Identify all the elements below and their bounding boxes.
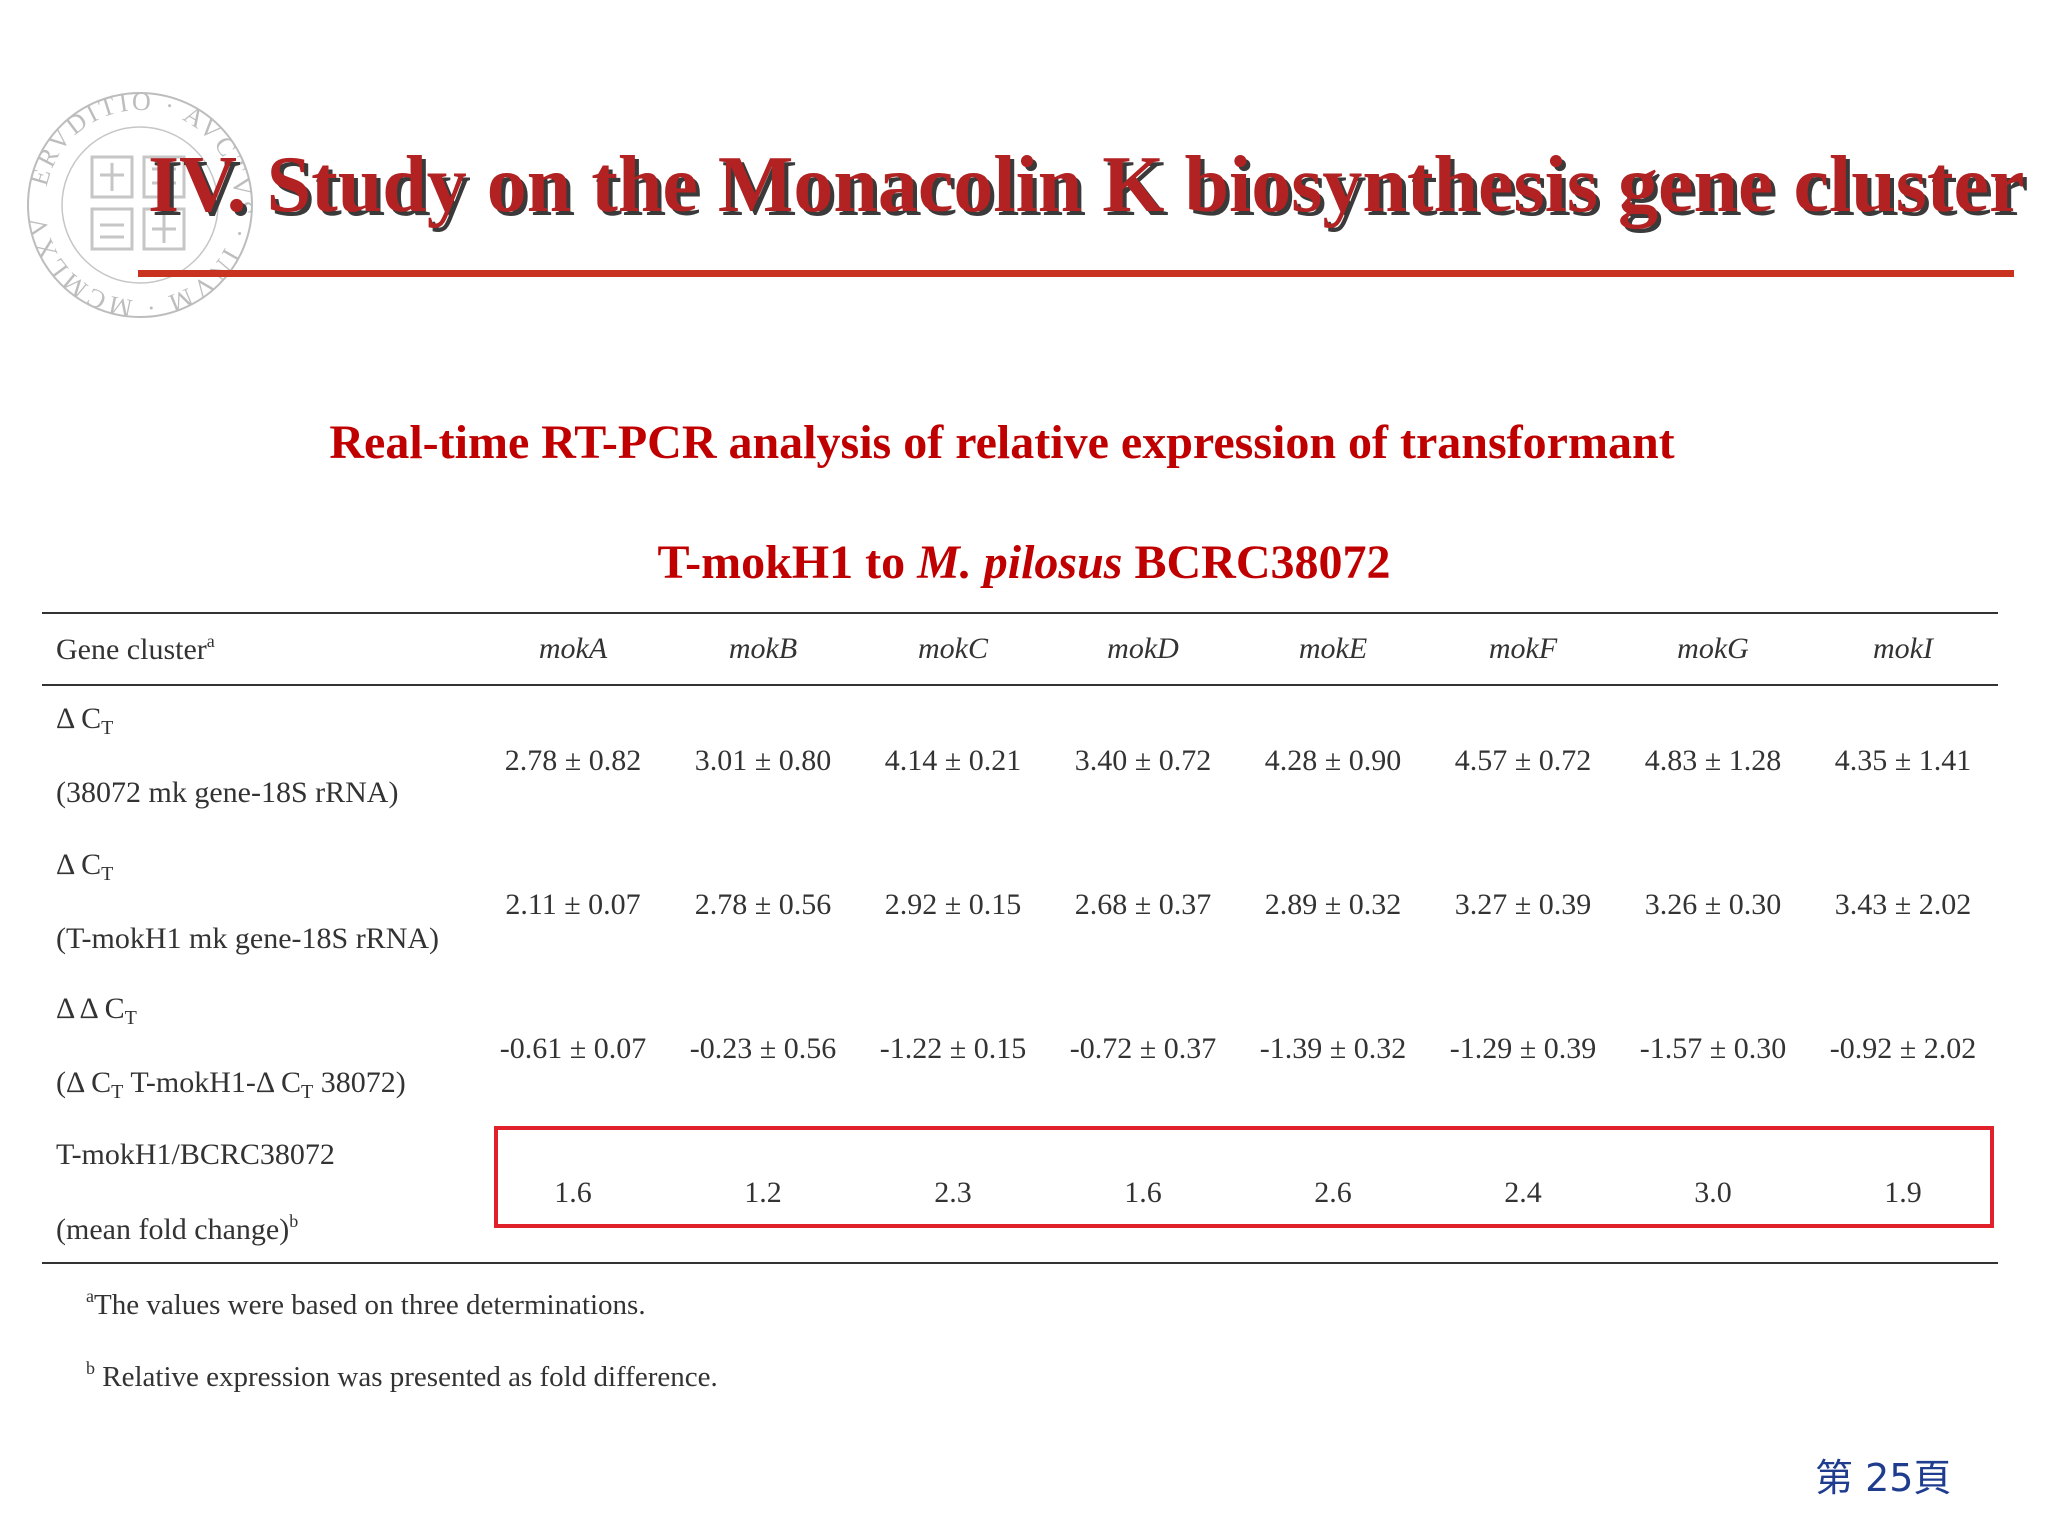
table-cell: -1.29 ± 0.39 bbox=[1449, 1032, 1597, 1065]
table-cell: 1.6 bbox=[554, 1176, 592, 1209]
table-cell: -0.92 ± 2.02 bbox=[1829, 1032, 1977, 1065]
table-cell: 2.3 bbox=[934, 1176, 972, 1209]
table-caption-line2: T-mokH1 to M. pilosus BCRC38072 bbox=[657, 536, 1391, 589]
row-label-line2: (mean fold change)b bbox=[56, 1211, 299, 1246]
column-header: mokF bbox=[1488, 632, 1558, 665]
table-cell: 4.28 ± 0.90 bbox=[1264, 744, 1402, 777]
table-cell: 2.92 ± 0.15 bbox=[884, 888, 1022, 921]
table-cell: 1.9 bbox=[1884, 1176, 1922, 1209]
footnote-a: aThe values were based on three determin… bbox=[86, 1286, 646, 1321]
table-cell: 3.40 ± 0.72 bbox=[1074, 744, 1212, 777]
table-cell: 4.35 ± 1.41 bbox=[1834, 744, 1972, 777]
table-bottom-rule bbox=[42, 1262, 1998, 1264]
table-cell: 2.78 ± 0.82 bbox=[504, 744, 642, 777]
table-cell: 2.11 ± 0.07 bbox=[505, 888, 641, 921]
column-header: mokE bbox=[1298, 632, 1368, 665]
table-cell: 2.4 bbox=[1504, 1176, 1542, 1209]
table-caption-line1: Real-time RT-PCR analysis of relative ex… bbox=[329, 416, 1675, 469]
page-number: 第 25頁 bbox=[1815, 1456, 1952, 1500]
table-cell: 2.78 ± 0.56 bbox=[694, 888, 832, 921]
table-cell: -0.23 ± 0.56 bbox=[689, 1032, 837, 1065]
column-header: mokG bbox=[1677, 632, 1749, 665]
table-cell: -0.72 ± 0.37 bbox=[1069, 1032, 1217, 1065]
column-header: mokB bbox=[728, 632, 798, 665]
table-cell: 1.2 bbox=[744, 1176, 782, 1209]
header-gene-cluster: Gene clustera bbox=[56, 631, 215, 666]
table-cell: 3.26 ± 0.30 bbox=[1644, 888, 1782, 921]
table-cell: 4.57 ± 0.72 bbox=[1454, 744, 1592, 777]
row-label-line1: Δ CT bbox=[56, 848, 114, 885]
table-cell: 2.6 bbox=[1314, 1176, 1352, 1209]
table-cell: 3.43 ± 2.02 bbox=[1834, 888, 1972, 921]
table-cell: 3.27 ± 0.39 bbox=[1454, 888, 1592, 921]
slide-title: IV. Study on the Monacolin K biosynthesi… bbox=[148, 141, 2025, 229]
row-label-line1: Δ Δ CT bbox=[56, 992, 137, 1029]
table-cell: 3.0 bbox=[1694, 1176, 1732, 1209]
row-label-line2: (Δ CT T-mokH1-Δ CT 38072) bbox=[56, 1066, 406, 1103]
table-cell: 4.14 ± 0.21 bbox=[884, 744, 1022, 777]
table-cell: -1.22 ± 0.15 bbox=[879, 1032, 1027, 1065]
table-cell: -1.39 ± 0.32 bbox=[1259, 1032, 1407, 1065]
table-cell: 3.01 ± 0.80 bbox=[694, 744, 832, 777]
column-header: mokI bbox=[1873, 632, 1933, 665]
row-label-line1: T-mokH1/BCRC38072 bbox=[56, 1138, 335, 1171]
row-label-line2: (38072 mk gene-18S rRNA) bbox=[56, 776, 399, 809]
table-cell: 2.89 ± 0.32 bbox=[1264, 888, 1402, 921]
column-header: mokD bbox=[1107, 632, 1179, 665]
table-cell: -0.61 ± 0.07 bbox=[499, 1032, 647, 1065]
university-seal-icon: ERVDITIO · AVCTVS · INVM · MCMLXV bbox=[20, 85, 260, 325]
table-cell: 2.68 ± 0.37 bbox=[1074, 888, 1212, 921]
row-label-line2: (T-mokH1 mk gene-18S rRNA) bbox=[56, 922, 440, 955]
table-cell: -1.57 ± 0.30 bbox=[1639, 1032, 1787, 1065]
table-cell: 1.6 bbox=[1124, 1176, 1162, 1209]
row-label-line1: Δ CT bbox=[56, 702, 114, 739]
table-header-rule bbox=[42, 684, 1998, 686]
title-underline bbox=[138, 270, 2014, 277]
footnote-b: b Relative expression was presented as f… bbox=[86, 1358, 718, 1393]
fold-change-highlight-box bbox=[494, 1126, 1994, 1228]
column-header: mokC bbox=[918, 632, 988, 665]
table-top-rule bbox=[42, 612, 1998, 614]
table-cell: 4.83 ± 1.28 bbox=[1644, 744, 1782, 777]
column-header: mokA bbox=[538, 632, 608, 665]
